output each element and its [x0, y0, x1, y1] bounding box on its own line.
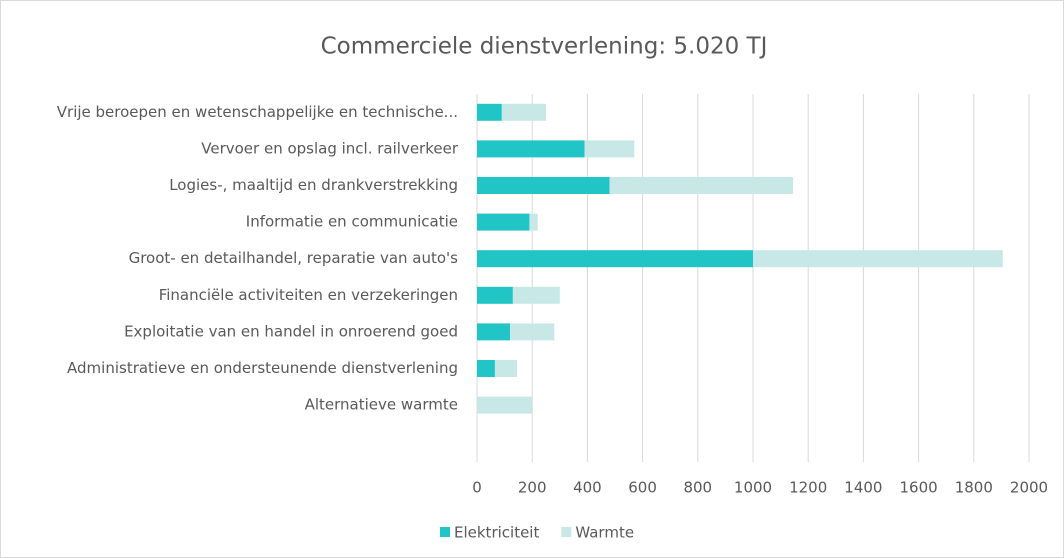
x-tick-label: 1200 [789, 479, 827, 497]
category-label: Financiële activiteiten en verzekeringen [159, 286, 458, 304]
bar-segment [477, 177, 610, 194]
bar-segment [584, 140, 635, 158]
bar-segment [529, 213, 538, 231]
category-label: Groot- en detailhandel, reparatie van au… [129, 249, 459, 267]
bar-segment [477, 360, 495, 377]
bar-segment [609, 177, 794, 194]
legend-label: Elektriciteit [454, 524, 539, 542]
legend-swatch [561, 527, 572, 537]
legend-label: Warmte [575, 524, 634, 542]
bar-segment [477, 396, 533, 414]
x-tick-label: 2000 [1010, 479, 1048, 497]
x-tick-label: 400 [573, 479, 602, 497]
category-label: Vrije beroepen en wetenschappelijke en t… [57, 103, 458, 121]
category-label: Vervoer en opslag incl. railverkeer [201, 139, 459, 157]
x-tick-label: 0 [472, 479, 482, 497]
x-tick-label: 600 [628, 479, 657, 497]
bar-segment [477, 213, 530, 231]
bar-segment [477, 140, 585, 158]
bar-segment [512, 286, 560, 304]
x-tick-label: 800 [683, 479, 712, 497]
category-label: Alternatieve warmte [305, 396, 458, 414]
bar-segment [753, 250, 1003, 268]
bar-segment [494, 360, 518, 377]
bar-segment [510, 323, 555, 341]
chart-title: Commerciele dienstverlening: 5.020 TJ [321, 34, 768, 60]
x-tick-label: 1600 [900, 479, 938, 497]
x-tick-label: 200 [518, 479, 547, 497]
bar-segment [477, 323, 511, 341]
x-tick-label: 1400 [844, 479, 882, 497]
legend-swatch [440, 527, 450, 537]
category-label: Informatie en communicatie [246, 213, 458, 231]
bar-segment [477, 103, 502, 121]
x-tick-label: 1000 [734, 479, 772, 497]
bar-segment [477, 286, 513, 304]
category-label: Exploitatie van en handel in onroerend g… [124, 322, 458, 340]
bar-segment [501, 103, 546, 121]
bar-segment [477, 250, 753, 268]
category-label: Administratieve en ondersteunende dienst… [67, 359, 458, 377]
x-tick-label: 1800 [955, 479, 993, 497]
category-label: Logies-, maaltijd en drankverstrekking [169, 176, 458, 194]
